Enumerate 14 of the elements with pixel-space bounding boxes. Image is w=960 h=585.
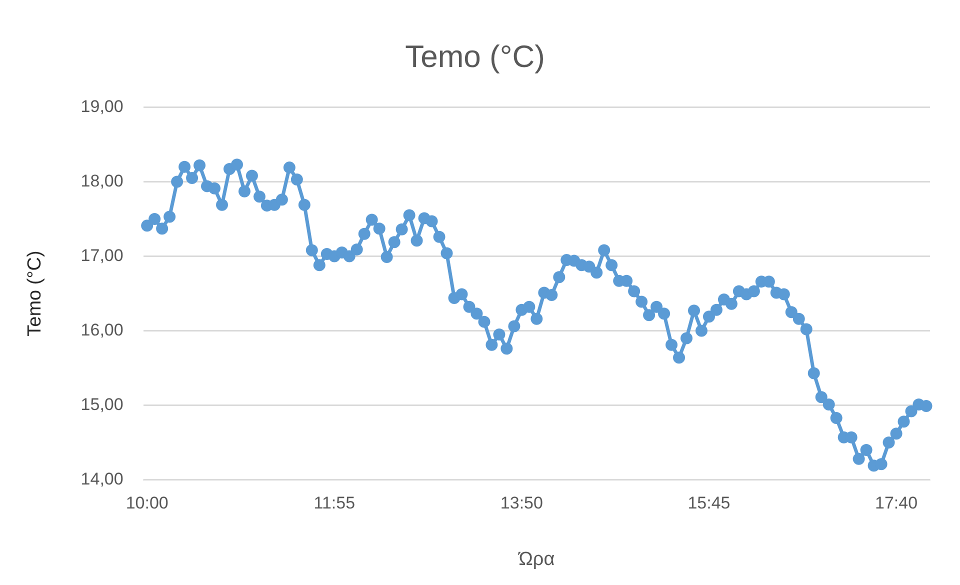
y-tick-label: 14,00 [80,469,124,488]
y-tick-label: 18,00 [80,171,124,190]
y-tick-label: 15,00 [80,394,124,414]
chart-title: Temo (°C) [405,39,545,74]
x-tick-label: 11:55 [314,494,356,513]
y-tick-label: 17,00 [80,246,124,265]
x-tick-label: 13:50 [500,494,543,513]
y-tick-label: 16,00 [80,320,124,340]
x-axis-title: Ώρα [518,548,555,570]
x-tick-label: 10:00 [126,494,168,513]
x-tick-label: 15:45 [688,494,730,513]
y-axis-title: Temo (°C) [24,250,46,336]
y-tick-label: 19,00 [80,96,124,116]
x-tick-label: 17:40 [875,494,918,513]
